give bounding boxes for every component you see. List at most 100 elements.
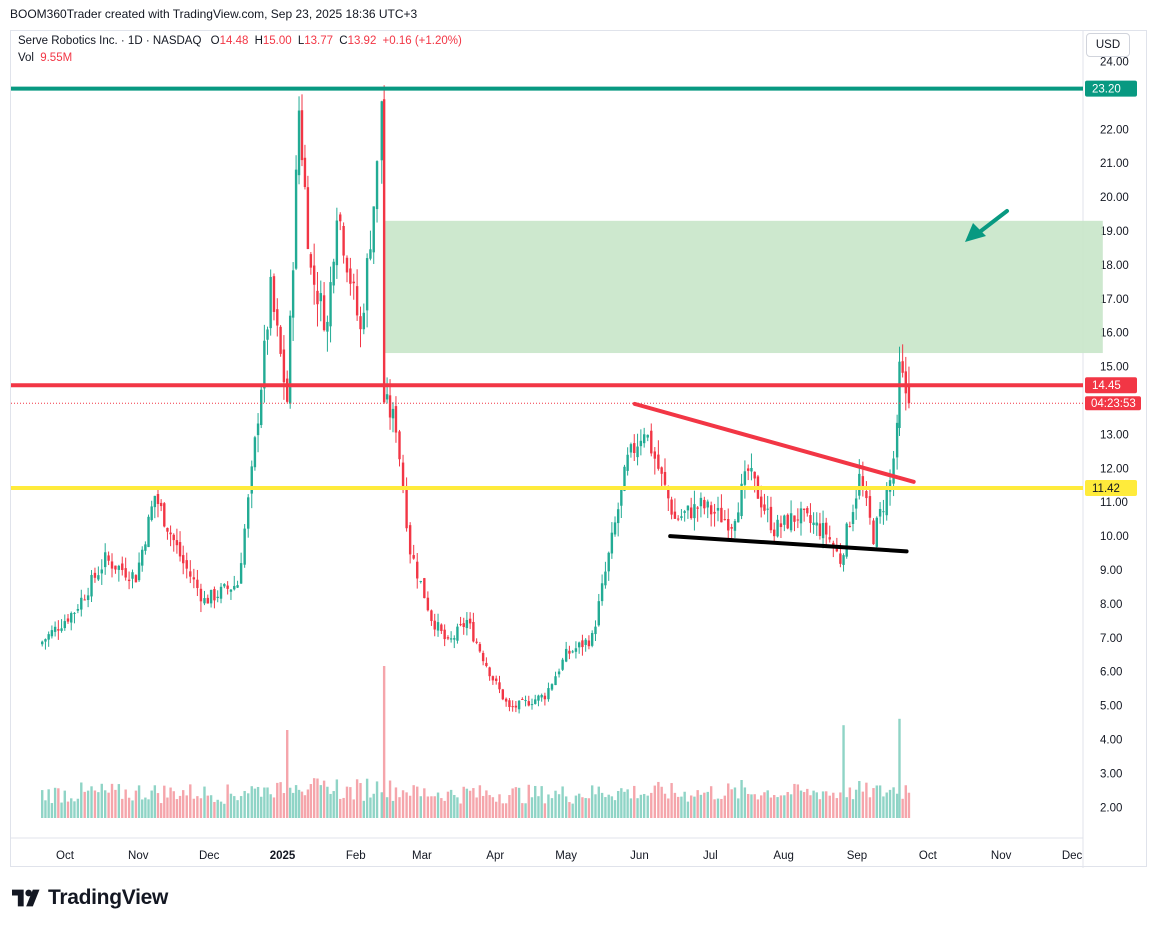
volume-bar — [382, 666, 386, 818]
y-tick-label: 21.00 — [1100, 158, 1129, 170]
volume-bar — [806, 788, 809, 818]
volume-bar — [727, 783, 730, 818]
volume-bar — [740, 780, 743, 818]
volume-bar — [83, 791, 86, 818]
candle-body — [825, 522, 828, 535]
candle-body — [590, 632, 594, 646]
volume-bar — [362, 800, 366, 818]
symbol-title: Serve Robotics Inc. · 1D · NASDAQ — [18, 35, 202, 47]
candle-body — [491, 676, 495, 681]
x-tick-label: Sep — [847, 850, 867, 862]
volume-bar — [851, 799, 855, 818]
volume-bar — [453, 795, 456, 818]
y-tick-label: 5.00 — [1100, 701, 1122, 713]
volume-bar — [561, 786, 564, 818]
candle-body — [581, 640, 584, 648]
candle-body — [269, 276, 272, 329]
volume-bar — [326, 786, 329, 818]
volume-bar — [233, 796, 236, 818]
volume-bar — [720, 798, 723, 818]
volume-bar — [456, 797, 459, 818]
volume-bar — [103, 790, 107, 818]
y-tick-label: 19.00 — [1100, 226, 1129, 238]
x-tick-label: Jul — [703, 850, 718, 862]
price-chart[interactable]: 24.00 22.00 21.00 20.00 19.00 18.00 17.00 16.00… — [11, 31, 1148, 868]
candle-body — [882, 511, 885, 513]
candle-body — [740, 483, 743, 517]
volume-bar — [590, 785, 594, 818]
y-tick-label: 24.00 — [1100, 57, 1129, 69]
candle-body — [306, 187, 310, 250]
candle-body — [114, 565, 117, 570]
volume-bar — [462, 786, 465, 818]
candle-body — [481, 652, 485, 662]
volume-bar — [597, 786, 600, 818]
volume-bar — [613, 800, 617, 818]
candle-body — [561, 659, 564, 670]
candle-body — [57, 629, 60, 631]
volume-bar — [359, 783, 362, 818]
volume-bar — [239, 796, 243, 818]
candle-body — [369, 249, 372, 259]
candle-body — [144, 544, 147, 551]
candle-body — [436, 622, 440, 631]
volume-bar — [878, 785, 882, 818]
volume-bar — [763, 792, 766, 818]
candle-body — [872, 520, 875, 545]
volume-bar — [163, 785, 166, 818]
volume-bar — [564, 796, 568, 818]
volume-bar — [260, 796, 263, 818]
candle-body — [322, 295, 326, 331]
candle-body — [291, 270, 295, 318]
candle-body — [858, 473, 861, 496]
candle-body — [229, 589, 233, 592]
volume-bar — [475, 797, 478, 818]
volume-bar — [398, 797, 401, 818]
candle-body — [124, 568, 127, 578]
volume-bar — [352, 799, 355, 818]
candle-body — [172, 534, 175, 541]
candle-body — [663, 471, 667, 485]
volume-bar — [316, 778, 319, 818]
candle-body — [626, 454, 629, 471]
volume-bar — [199, 798, 203, 818]
volume-bar — [423, 788, 426, 818]
candle-body — [141, 549, 144, 566]
volume-bar — [828, 795, 831, 818]
level-label-box — [1085, 479, 1137, 496]
volume-bar — [901, 798, 904, 818]
volume-bar — [642, 793, 646, 818]
volume-bar — [511, 788, 514, 818]
candle-body — [746, 468, 750, 471]
candle-body — [743, 471, 747, 485]
volume-bar — [888, 789, 892, 818]
candle-body — [660, 467, 663, 474]
volume-bar — [166, 797, 169, 818]
candle-body — [568, 650, 571, 654]
volume-bar — [196, 796, 199, 818]
volume-bar — [527, 784, 530, 818]
volume-bar — [657, 781, 660, 818]
volume-bar — [369, 797, 372, 818]
chart-frame[interactable]: 24.00 22.00 21.00 20.00 19.00 18.00 17.00 16.00… — [10, 30, 1148, 868]
candle-body — [303, 157, 307, 188]
volume-bar — [50, 803, 54, 818]
tradingview-branding[interactable]: TradingView — [12, 886, 168, 910]
candle-body — [639, 440, 643, 447]
volume-bar — [587, 798, 591, 818]
candle-body — [534, 699, 537, 704]
volume-bar — [821, 791, 825, 818]
volume-bar — [206, 795, 209, 818]
currency-selector[interactable]: USD — [1086, 33, 1130, 57]
volume-bar — [885, 792, 888, 818]
close-value: 13.92 — [347, 35, 377, 47]
candle-body — [349, 268, 352, 284]
volume-bar — [282, 793, 286, 818]
volume-bar — [236, 800, 239, 818]
y-tick-label: 22.00 — [1100, 124, 1129, 136]
volume-bar — [696, 790, 699, 818]
candle-body — [223, 584, 226, 587]
volume-bar — [276, 782, 279, 818]
candle-body — [279, 326, 282, 354]
candle-body — [319, 293, 322, 302]
